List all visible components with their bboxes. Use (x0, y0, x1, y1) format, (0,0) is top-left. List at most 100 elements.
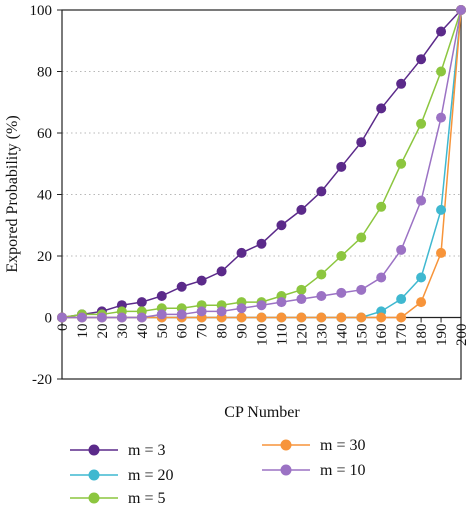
legend-label: m = 20 (128, 467, 173, 484)
data-point-m-30 (356, 312, 367, 323)
legend-label: m = 30 (320, 437, 365, 454)
data-point-m-5 (336, 251, 347, 261)
data-point-m-5 (356, 232, 367, 243)
data-point-m-3 (176, 281, 187, 292)
x-tick-label: 150 (354, 324, 370, 347)
series-points (57, 5, 466, 323)
data-point-m-10 (76, 312, 87, 323)
x-tick-label: 40 (135, 324, 151, 339)
data-point-m-30 (316, 312, 327, 323)
data-point-m-20 (416, 272, 427, 283)
data-point-m-10 (236, 303, 247, 314)
data-point-m-3 (156, 290, 167, 301)
data-point-m-3 (256, 238, 267, 249)
x-tick-label: 140 (334, 324, 350, 347)
legend-item: m = 3 (70, 442, 165, 459)
data-point-m-10 (296, 294, 307, 305)
x-tick-label: 0 (55, 324, 71, 332)
x-tick-label: 90 (235, 324, 251, 339)
data-point-m-30 (436, 247, 447, 258)
legend-marker (88, 469, 100, 481)
legend-item: m = 30 (262, 437, 365, 454)
legend-marker (280, 464, 292, 476)
y-axis-ticks: -20 0 20 40 60 80 100 (30, 3, 62, 388)
data-point-m-10 (456, 5, 466, 15)
x-tick-label: 100 (255, 324, 271, 347)
data-point-m-10 (276, 297, 287, 308)
legend-marker (88, 444, 100, 456)
legend-item: m = 20 (70, 467, 173, 484)
y-tick-label: 20 (37, 249, 52, 265)
data-point-m-3 (416, 54, 427, 65)
data-point-m-20 (396, 294, 407, 305)
grid-lines (62, 71, 461, 257)
data-point-m-5 (296, 284, 307, 295)
x-tick-label: 110 (274, 324, 290, 346)
data-point-m-30 (236, 312, 247, 323)
x-tick-label: 10 (75, 324, 91, 339)
x-tick-label: 70 (195, 324, 211, 339)
legend-item: m = 10 (262, 462, 365, 479)
data-point-m-30 (276, 312, 287, 323)
data-point-m-3 (436, 26, 447, 37)
data-point-m-10 (96, 312, 107, 323)
x-tick-label: 50 (155, 324, 171, 339)
data-point-m-3 (336, 161, 347, 172)
data-point-m-5 (316, 269, 327, 280)
x-tick-label: 60 (175, 324, 191, 339)
y-tick-label: 100 (30, 3, 53, 19)
data-point-m-10 (57, 312, 67, 323)
data-point-m-3 (296, 204, 307, 215)
legend-marker (280, 439, 292, 451)
data-point-m-10 (316, 290, 327, 301)
x-tick-label: 190 (434, 324, 450, 347)
x-tick-label: 180 (414, 324, 430, 347)
data-point-m-10 (136, 312, 147, 323)
x-tick-label: 130 (314, 324, 330, 347)
data-point-m-30 (396, 312, 407, 323)
data-point-m-3 (396, 78, 407, 89)
data-point-m-10 (156, 309, 167, 320)
legend-label: m = 5 (128, 490, 165, 507)
data-point-m-30 (376, 312, 387, 323)
data-point-m-5 (376, 201, 387, 212)
y-tick-label: 80 (37, 65, 52, 81)
data-point-m-3 (196, 275, 207, 286)
x-axis-title: CP Number (224, 404, 300, 421)
data-point-m-3 (356, 137, 367, 148)
data-point-m-30 (296, 312, 307, 323)
legend-label: m = 3 (128, 442, 165, 459)
y-tick-label: 0 (45, 311, 53, 327)
data-point-m-20 (436, 204, 447, 215)
legend-marker (88, 492, 100, 504)
y-tick-label: 60 (37, 126, 52, 142)
data-point-m-10 (436, 112, 447, 123)
data-point-m-3 (316, 186, 327, 197)
x-tick-label: 20 (95, 324, 111, 339)
data-point-m-10 (256, 300, 267, 311)
legend-label: m = 10 (320, 462, 365, 479)
x-tick-label: 160 (374, 324, 390, 347)
data-point-m-3 (236, 247, 247, 258)
y-tick-label: 40 (37, 188, 52, 204)
data-point-m-10 (176, 309, 187, 320)
data-point-m-10 (356, 284, 367, 295)
data-point-m-5 (396, 158, 407, 169)
legend-item: m = 5 (70, 490, 165, 507)
data-point-m-10 (376, 272, 387, 283)
data-point-m-30 (416, 297, 427, 308)
data-point-m-3 (136, 297, 147, 308)
data-point-m-3 (276, 220, 287, 231)
data-point-m-10 (196, 306, 207, 317)
y-axis-title: Expored Probability (%) (4, 115, 21, 272)
x-tick-label: 200 (454, 324, 470, 347)
data-point-m-30 (256, 312, 267, 323)
data-point-m-10 (116, 312, 127, 323)
data-point-m-5 (416, 118, 427, 129)
data-point-m-3 (376, 103, 387, 114)
x-tick-label: 30 (115, 324, 131, 339)
data-point-m-30 (336, 312, 347, 323)
data-point-m-10 (216, 306, 227, 317)
data-point-m-10 (416, 195, 427, 206)
